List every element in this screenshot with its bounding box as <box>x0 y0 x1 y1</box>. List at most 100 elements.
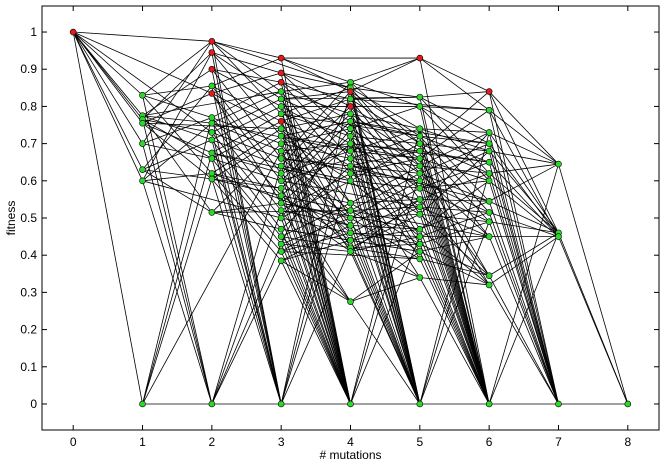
edge-d0-e10 <box>350 173 421 405</box>
edge-e18-f0 <box>419 243 490 405</box>
edge-c21-d8 <box>280 128 351 219</box>
edge-b1-c7 <box>211 41 282 115</box>
edge-f11-g2 <box>489 221 559 234</box>
node-d8 <box>347 125 354 133</box>
edge-e12-f6 <box>419 161 490 189</box>
edge-b5-c9 <box>211 93 282 130</box>
edge-c26-d19 <box>280 225 351 262</box>
edge-c25-d20 <box>281 232 351 252</box>
edge-b13-c10 <box>211 135 282 180</box>
edge-e11-f13 <box>419 180 490 276</box>
node-a1 <box>139 91 146 99</box>
edge-f10-g3 <box>489 212 559 237</box>
edge-c3-d7 <box>280 81 351 122</box>
edge-c2-d2 <box>281 72 351 89</box>
edge-d17-e10 <box>350 173 421 211</box>
edge-g3-h0 <box>558 236 629 405</box>
edge-d16-e9 <box>350 165 421 204</box>
edge-e11-f5 <box>419 150 490 182</box>
edge-d8-e10 <box>350 128 421 174</box>
edge-c16-d22 <box>280 180 351 249</box>
edge-a4-b10 <box>142 122 213 154</box>
edge-b1-c4 <box>211 41 282 92</box>
node-e19 <box>416 248 424 255</box>
edge-f13-g0 <box>488 275 559 405</box>
node-e4 <box>416 125 424 133</box>
edge-c15-d5 <box>280 106 351 174</box>
edge-b3-c0 <box>211 69 282 405</box>
edge-d2-e2 <box>350 87 420 98</box>
edge-c7-e5 <box>281 113 420 137</box>
edge-c8-d4 <box>281 98 351 122</box>
x-tick-label-2: 2 <box>209 435 216 449</box>
edge-b6-c11 <box>211 117 282 144</box>
edge-c21-d15 <box>280 180 351 219</box>
edge-b8-c5 <box>211 98 282 133</box>
node-b0 <box>208 400 216 408</box>
y-tick-label-0: 0 <box>30 397 37 411</box>
edge-f5-g1 <box>489 150 559 165</box>
node-e12 <box>416 184 424 192</box>
node-g1 <box>555 160 562 168</box>
edge-e2-f1 <box>419 91 490 98</box>
edge-d9-e18 <box>350 135 421 245</box>
edge-e19-f0 <box>419 251 490 405</box>
x-tick-label-7: 7 <box>555 435 562 449</box>
node-b2 <box>208 49 216 56</box>
node-c10 <box>277 132 285 140</box>
edge-d23-e13 <box>350 199 421 252</box>
edge-b10-c15 <box>211 152 282 174</box>
edge-n0-a6 <box>72 31 143 170</box>
edge-d24-e19 <box>350 251 421 303</box>
x-tick-label-0: 0 <box>70 435 77 449</box>
edge-c10-d15 <box>280 135 351 182</box>
edge-e6-f5 <box>419 143 490 152</box>
edge-d21-e0 <box>350 240 421 405</box>
node-e13 <box>416 196 424 203</box>
edge-f9-g1 <box>488 163 559 202</box>
node-b5 <box>208 90 216 97</box>
edge-b12-d19 <box>211 172 351 226</box>
edge-e17-f10 <box>419 212 490 237</box>
edge-c25-d17 <box>280 210 351 252</box>
node-e14 <box>416 203 424 211</box>
edge-e3-f4 <box>419 106 490 144</box>
edge-d21-e16 <box>350 228 420 241</box>
node-b11 <box>208 155 216 162</box>
edge-d5-e13 <box>350 106 421 200</box>
edge-b5-c2 <box>211 72 282 94</box>
edge-f0-g1 <box>488 163 559 405</box>
node-f3 <box>485 129 493 136</box>
node-f8 <box>485 177 493 185</box>
edge-d3-e10 <box>350 91 421 174</box>
edge-d19-e12 <box>350 187 421 226</box>
edge-c4-d6 <box>281 91 351 115</box>
edge-e15-f11 <box>419 213 490 223</box>
edge-b11-c0 <box>211 158 282 405</box>
node-b3 <box>208 65 216 73</box>
node-d18 <box>347 214 354 222</box>
edge-c6-d0 <box>280 106 351 405</box>
edge-f5-g2 <box>488 150 559 234</box>
edge-a5-b1 <box>142 41 213 144</box>
edge-d0-e17 <box>350 236 421 405</box>
edge-e20-f0 <box>419 258 490 405</box>
node-f1 <box>485 88 493 95</box>
y-tick-label-0.7: 0.7 <box>20 137 37 151</box>
edge-d22-e15 <box>350 213 420 249</box>
edge-d19-e16 <box>350 225 420 230</box>
edge-f5-g0 <box>488 150 559 405</box>
node-d19 <box>347 222 354 229</box>
edge-c0-d9 <box>280 136 351 405</box>
edge-b0-c24 <box>211 243 282 405</box>
node-a6 <box>139 166 146 173</box>
edge-f13-g2 <box>488 232 559 276</box>
edge-b2-c10 <box>211 52 282 137</box>
node-d3 <box>347 88 354 95</box>
edge-c5-d3 <box>281 91 351 100</box>
node-b7 <box>208 119 216 127</box>
node-g0 <box>555 400 562 408</box>
edge-b14-c22 <box>211 212 282 230</box>
edge-c0-d22 <box>280 247 351 405</box>
